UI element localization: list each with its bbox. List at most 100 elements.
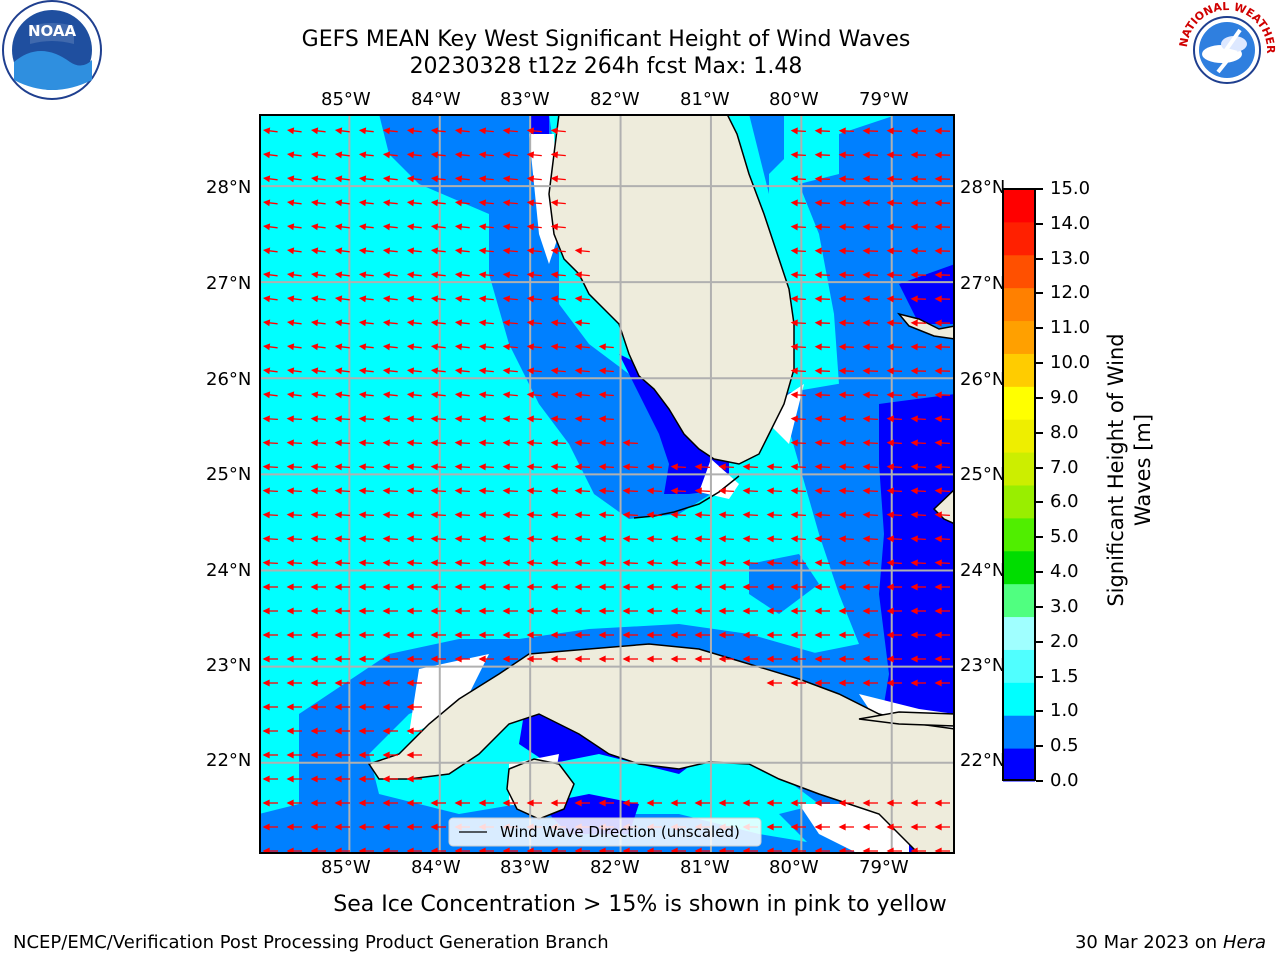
wave-direction-arrowhead — [406, 247, 415, 255]
colorbar-tick-label: 10.0 — [1050, 352, 1091, 374]
colorbar-tick-mark — [1036, 466, 1043, 469]
wave-direction-arrowhead — [454, 439, 462, 447]
wave-direction-arrowhead — [454, 223, 463, 231]
wave-direction-arrowhead — [334, 343, 343, 351]
wave-direction-arrowhead — [334, 607, 342, 615]
wave-direction-arrowhead — [550, 655, 558, 663]
wave-direction-arrowhead — [286, 151, 295, 159]
wave-direction-arrowhead — [790, 631, 798, 639]
wave-direction-arrowhead — [934, 487, 942, 495]
wave-direction-arrowhead — [382, 559, 390, 567]
wave-direction-arrowhead — [814, 127, 822, 135]
wave-direction-arrowhead — [694, 655, 702, 663]
wave-direction-arrowhead — [262, 823, 270, 831]
wave-direction-arrowhead — [286, 415, 294, 423]
lon-label-top: 85°W — [321, 89, 371, 110]
colorbar-cell — [1003, 649, 1035, 683]
wave-direction-arrowhead — [814, 463, 822, 471]
wave-direction-arrowhead — [766, 511, 774, 519]
wave-direction-arrowhead — [910, 583, 918, 591]
colorbar-tick-mark — [1036, 396, 1043, 399]
wave-direction-arrowhead — [286, 271, 295, 279]
wave-direction-arrowhead — [262, 223, 271, 231]
wave-direction-arrowhead — [286, 439, 294, 447]
wave-direction-arrowhead — [358, 391, 367, 399]
wave-direction-arrowhead — [694, 559, 702, 567]
wave-direction-arrowhead — [622, 439, 630, 447]
wave-direction-arrowhead — [838, 391, 846, 399]
wave-direction-arrowhead — [262, 199, 271, 207]
wave-direction-arrowhead — [334, 439, 342, 447]
wave-direction-arrowhead — [406, 583, 414, 591]
lat-label-left: 28°N — [206, 177, 252, 198]
colorbar-cell — [1003, 748, 1035, 782]
wave-direction-arrowhead — [526, 655, 534, 663]
wave-direction-arrowhead — [502, 415, 510, 423]
wave-direction-arrowhead — [742, 487, 750, 495]
wave-direction-arrowhead — [334, 727, 342, 735]
wave-direction-arrowhead — [790, 391, 798, 399]
wave-direction-arrowhead — [838, 487, 846, 495]
wave-direction-arrowhead — [910, 223, 918, 231]
wave-direction-arrowhead — [358, 343, 367, 351]
wave-direction-arrowhead — [742, 799, 750, 807]
wave-direction-arrowhead — [910, 439, 918, 447]
wave-direction-arrowhead — [934, 559, 942, 567]
colorbar-tick-label: 8.0 — [1050, 421, 1079, 443]
wave-direction-arrowhead — [382, 583, 390, 591]
wave-direction-arrowhead — [886, 583, 894, 591]
wave-direction-arrowhead — [550, 127, 559, 135]
colorbar — [1002, 188, 1036, 782]
wave-direction-arrowhead — [334, 175, 343, 183]
wave-direction-arrowhead — [526, 631, 534, 639]
wave-direction-arrowhead — [670, 535, 678, 543]
wave-direction-arrowhead — [478, 271, 487, 279]
wave-direction-arrowhead — [358, 703, 366, 711]
wave-direction-arrowhead — [262, 487, 270, 495]
wave-direction-arrowhead — [310, 247, 319, 255]
wave-direction-arrowhead — [910, 175, 918, 183]
wave-direction-arrowhead — [934, 223, 942, 231]
wave-direction-arrowhead — [310, 295, 319, 303]
wave-direction-arrowhead — [286, 463, 294, 471]
wave-direction-arrowhead — [910, 247, 918, 255]
wave-direction-arrowhead — [502, 247, 511, 255]
wave-direction-arrowhead — [718, 511, 726, 519]
wave-direction-arrowhead — [910, 823, 918, 831]
wave-direction-arrowhead — [406, 223, 415, 231]
wave-direction-arrowhead — [910, 679, 918, 687]
colorbar-tick-mark — [1036, 501, 1043, 504]
wave-direction-arrowhead — [382, 487, 390, 495]
wave-direction-arrowhead — [838, 223, 846, 231]
wave-direction-arrowhead — [790, 127, 798, 135]
wave-direction-arrowhead — [478, 655, 486, 663]
colorbar-tick-mark — [1036, 675, 1043, 678]
wave-direction-arrowhead — [934, 367, 942, 375]
wave-direction-arrowhead — [310, 271, 319, 279]
wave-direction-arrowhead — [262, 391, 271, 399]
wave-direction-arrowhead — [334, 511, 342, 519]
wave-direction-arrowhead — [310, 511, 318, 519]
wave-direction-arrowhead — [478, 439, 486, 447]
wave-direction-arrowhead — [574, 631, 582, 639]
wave-direction-arrowhead — [694, 583, 702, 591]
wave-direction-arrowhead — [358, 535, 366, 543]
wave-direction-arrowhead — [838, 127, 846, 135]
wave-direction-arrowhead — [550, 247, 559, 255]
wave-direction-arrowhead — [406, 559, 414, 567]
wave-direction-arrowhead — [430, 367, 439, 375]
wave-direction-arrowhead — [934, 655, 942, 663]
bahamas-landmass — [896, 312, 955, 340]
wave-direction-arrowhead — [886, 391, 894, 399]
colorbar-tick-mark — [1036, 222, 1043, 225]
wave-direction-arrowhead — [286, 319, 295, 327]
wave-direction-arrowhead — [334, 271, 343, 279]
wave-direction-arrowhead — [574, 439, 582, 447]
wave-direction-arrowhead — [526, 151, 535, 159]
wave-direction-arrowhead — [886, 631, 894, 639]
colorbar-label: Significant Height of Wind Waves [m] — [1103, 330, 1157, 610]
wave-direction-arrowhead — [814, 199, 822, 207]
wave-direction-arrowhead — [838, 559, 846, 567]
wave-direction-arrowhead — [910, 799, 918, 807]
wave-direction-arrowhead — [454, 295, 463, 303]
